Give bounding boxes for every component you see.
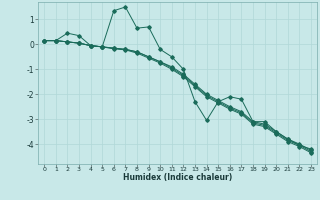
X-axis label: Humidex (Indice chaleur): Humidex (Indice chaleur) bbox=[123, 173, 232, 182]
